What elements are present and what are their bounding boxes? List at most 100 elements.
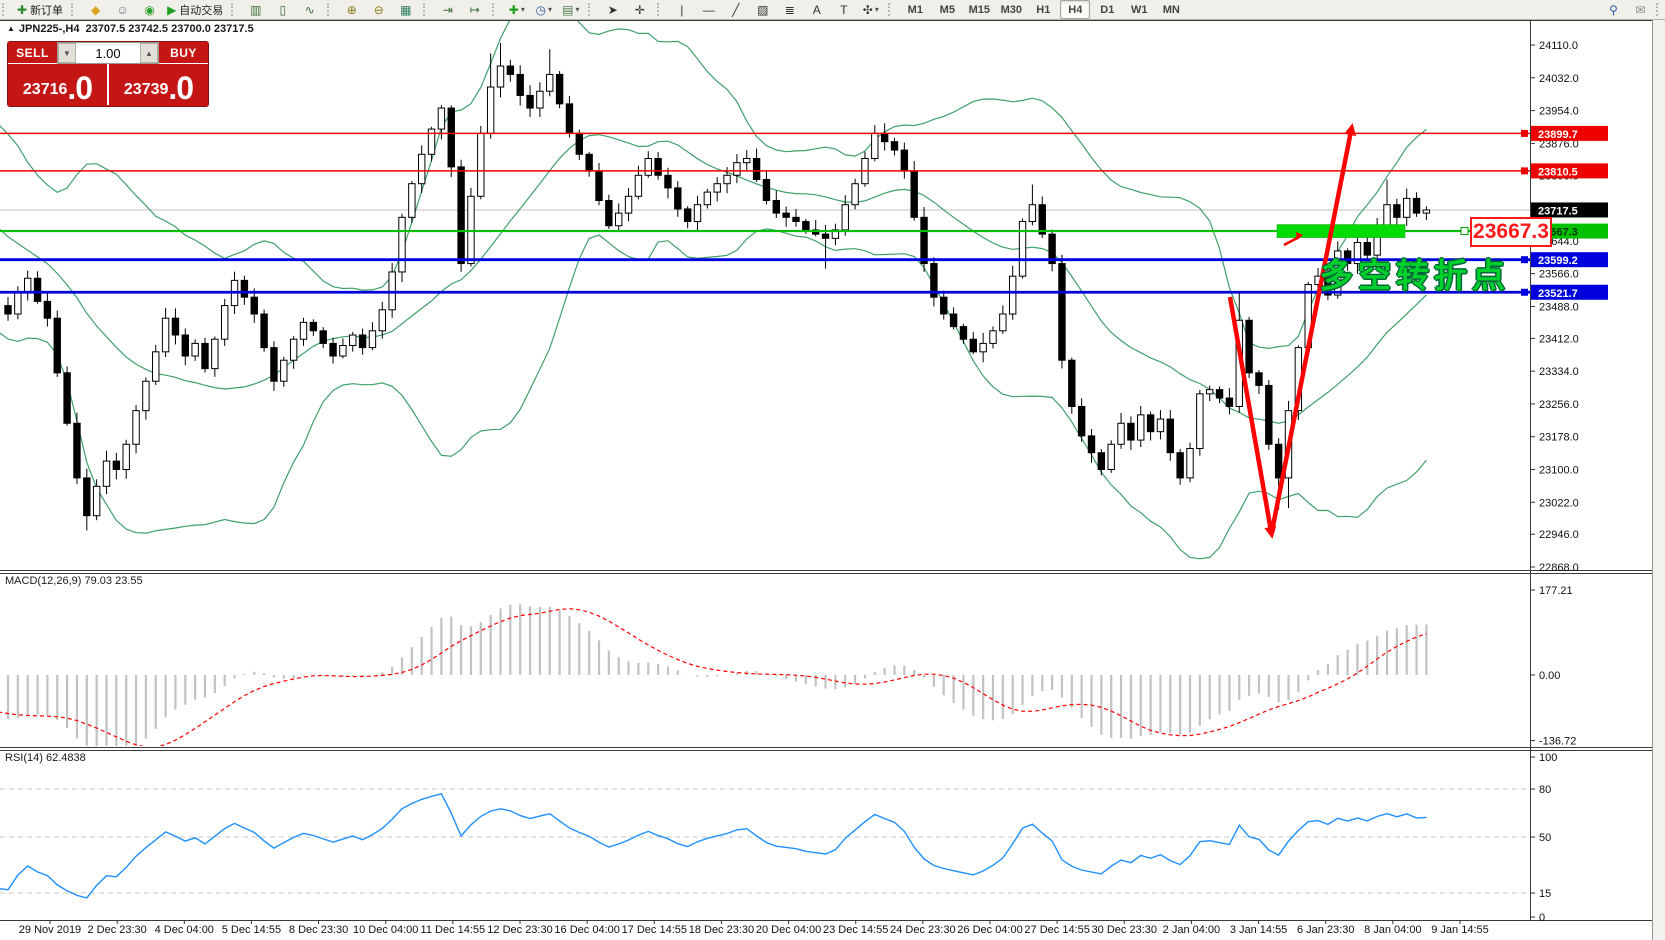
bull-candle xyxy=(841,204,849,231)
bear-candle xyxy=(506,65,515,75)
macd-axis-label: 177.21 xyxy=(1539,585,1573,597)
profiles-icon[interactable]: ☺ xyxy=(110,0,135,19)
time-tick-label: 18 Dec 23:30 xyxy=(689,924,754,936)
timeframe-h1[interactable]: H1 xyxy=(1036,3,1051,16)
zoom-out-icon[interactable]: ⊖ xyxy=(366,0,391,19)
bear-candle xyxy=(53,317,61,374)
rsi-indicator-label: RSI(14) 62.4838 xyxy=(5,752,86,764)
periods-icon[interactable]: ◷ ▾ xyxy=(531,0,556,19)
timeframe-h4[interactable]: H4 xyxy=(1060,0,1091,19)
chart-shift-icon[interactable]: ↦ xyxy=(462,0,487,19)
bull-candle xyxy=(723,174,731,185)
new-order-icon[interactable]: ✚ 新订单 xyxy=(14,0,66,19)
vline-icon[interactable]: | xyxy=(669,0,694,19)
volume-increase-button[interactable]: ▲ xyxy=(140,43,158,63)
bull-candle xyxy=(644,157,652,176)
bull-candle xyxy=(122,443,130,470)
timeframe-m5[interactable]: M5 xyxy=(939,3,955,16)
collapse-triangle-icon[interactable]: ▲ xyxy=(7,24,15,33)
candlestick-icon[interactable]: ▯ xyxy=(270,0,295,19)
bull-candle xyxy=(999,313,1007,332)
bear-candle xyxy=(270,347,278,382)
sell-price[interactable]: 23716.0 xyxy=(8,64,109,105)
bull-candle xyxy=(1156,418,1165,433)
dropdown-arrow-icon[interactable]: ▾ xyxy=(520,5,525,14)
bear-candle xyxy=(752,157,761,180)
timeframe-w1[interactable]: W1 xyxy=(1131,3,1148,16)
price-tick-label: 23256.0 xyxy=(1539,399,1579,411)
zoom-in-icon[interactable]: ⊕ xyxy=(339,0,364,19)
chart-symbol-header[interactable]: ▲ JPN225-,H4 23707.5 23742.5 23700.0 23717… xyxy=(7,23,254,35)
search-icon[interactable]: ⚲ xyxy=(1609,2,1618,17)
templates-icon[interactable]: ▤ ▾ xyxy=(558,0,583,19)
bull-candle xyxy=(851,183,859,206)
bull-candle xyxy=(467,195,475,265)
candlestick-icon: ▯ xyxy=(279,2,287,17)
bull-candle xyxy=(615,212,623,227)
price-tick-label: 23022.0 xyxy=(1539,497,1579,509)
timeframe-m30[interactable]: M30 xyxy=(1000,3,1022,16)
autotrade-icon[interactable]: ▶ 自动交易 xyxy=(164,0,226,19)
eraser-icon[interactable]: ◆ xyxy=(83,0,108,19)
bear-candle xyxy=(1058,263,1066,361)
price-tick-label: 24032.0 xyxy=(1539,73,1579,85)
channel-icon[interactable]: ▨ xyxy=(750,0,775,19)
price-tag-annotation[interactable]: 23667.3 xyxy=(1470,217,1552,247)
crosshair-icon[interactable]: ✛ xyxy=(627,0,652,19)
toolbar-group: | — ╱ ▨ ≣ A T ✣ ▾ xyxy=(666,0,886,19)
bull-candle xyxy=(733,162,741,176)
bull-candle xyxy=(1028,204,1037,223)
up-trend-arrow xyxy=(1269,130,1354,532)
arrows-icon[interactable]: ✣ ▾ xyxy=(858,0,883,19)
turning-point-annotation[interactable]: 多空转折点 xyxy=(1320,257,1510,294)
timeframe-mn[interactable]: MN xyxy=(1162,3,1180,16)
bear-candle xyxy=(920,216,928,265)
dropdown-arrow-icon[interactable]: ▾ xyxy=(548,5,553,14)
bollinger-lower-band xyxy=(0,228,1427,560)
cursor-icon[interactable]: ➤ xyxy=(600,0,625,19)
buy-button[interactable]: BUY xyxy=(159,42,208,64)
indicators-icon[interactable]: ✚ ▾ xyxy=(504,0,529,19)
timeframe-m15[interactable]: M15 xyxy=(968,3,990,16)
bear-candle xyxy=(802,221,810,231)
bollinger-middle-band xyxy=(0,134,1427,424)
bear-candle xyxy=(1048,233,1056,265)
bollinger-upper-band xyxy=(0,20,1427,350)
label-icon[interactable]: T xyxy=(831,0,856,19)
signal-icon[interactable]: ◉ xyxy=(137,0,162,19)
rsi-axis-label: 50 xyxy=(1539,832,1551,844)
autoscroll-icon[interactable]: ⇥ xyxy=(435,0,460,19)
hline-icon[interactable]: — xyxy=(696,0,721,19)
timeframe-d1[interactable]: D1 xyxy=(1100,3,1115,16)
bull-candle xyxy=(132,410,140,445)
bull-candle xyxy=(1403,197,1411,218)
channel-icon: ▨ xyxy=(757,2,769,17)
sell-button[interactable]: SELL xyxy=(8,42,57,64)
bull-candle xyxy=(1117,422,1125,445)
bar-chart-icon: ▥ xyxy=(250,2,262,17)
volume-decrease-button[interactable]: ▼ xyxy=(58,43,76,63)
tile-windows-icon[interactable]: ▦ xyxy=(393,0,418,19)
buy-price[interactable]: 23739.0 xyxy=(109,64,208,105)
time-tick-label: 26 Dec 04:00 xyxy=(957,924,1022,936)
dropdown-arrow-icon[interactable]: ▾ xyxy=(575,5,580,14)
text-icon[interactable]: A xyxy=(804,0,829,19)
volume-input[interactable]: 1.00 xyxy=(76,43,140,63)
bull-candle xyxy=(989,330,997,344)
line-chart-icon[interactable]: ∿ xyxy=(297,0,322,19)
bear-candle xyxy=(260,313,268,349)
rsi-axis-label: 0 xyxy=(1539,912,1545,924)
bear-candle xyxy=(683,208,692,223)
bear-candle xyxy=(447,107,455,168)
timeframe-m1[interactable]: M1 xyxy=(907,3,923,16)
time-tick-label: 30 Dec 23:30 xyxy=(1092,924,1157,936)
fibonacci-icon[interactable]: ≣ xyxy=(777,0,802,19)
bear-candle xyxy=(762,178,771,202)
trendline-icon[interactable]: ╱ xyxy=(723,0,748,19)
dropdown-arrow-icon[interactable]: ▾ xyxy=(874,5,879,14)
price-tick-label: 23954.0 xyxy=(1539,106,1579,118)
chat-icon[interactable]: ✉ xyxy=(1635,2,1646,17)
bar-chart-icon[interactable]: ▥ xyxy=(243,0,268,19)
bear-candle xyxy=(1412,197,1421,214)
